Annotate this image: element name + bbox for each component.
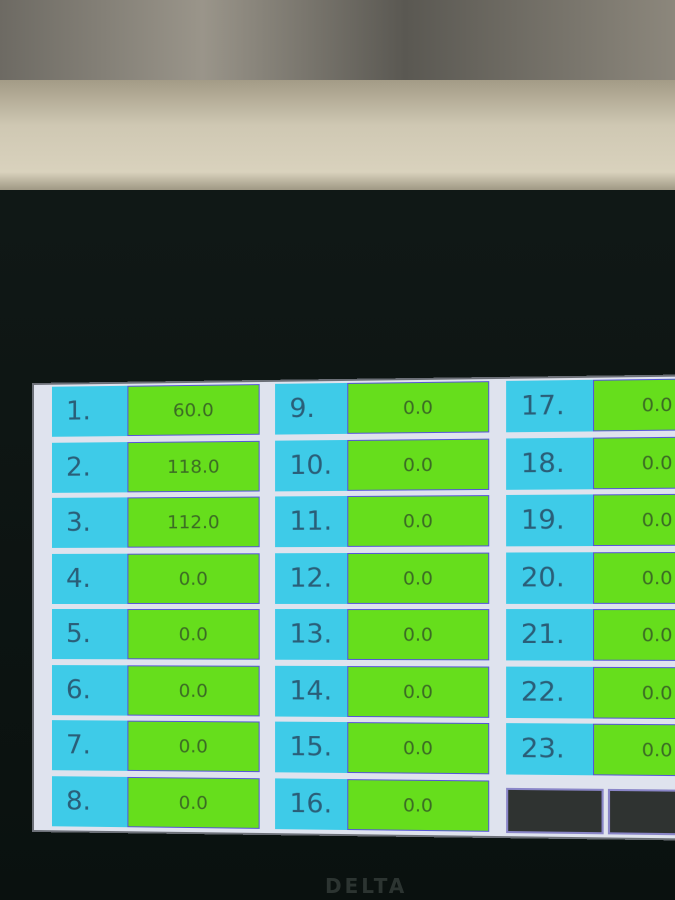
channel-label: 4. [51, 553, 128, 604]
channel-value[interactable]: 0.0 [347, 665, 490, 718]
channel-value[interactable]: 0.0 [593, 723, 675, 777]
channel-label: 17. [506, 379, 594, 433]
channel-label: 16. [275, 777, 348, 830]
channel-value[interactable]: 0.0 [127, 776, 260, 829]
channel-value[interactable]: 0.0 [593, 378, 675, 432]
channel-label: 11. [275, 495, 348, 548]
channel-value[interactable]: 0.0 [127, 720, 260, 773]
channel-value[interactable]: 0.0 [127, 552, 260, 604]
channel-value[interactable]: 112.0 [127, 496, 260, 548]
channel-label: 13. [275, 609, 348, 660]
channel-value[interactable]: 0.0 [593, 493, 675, 547]
channel-value[interactable]: 0.0 [347, 381, 490, 434]
channel-value[interactable]: 0.0 [593, 435, 675, 489]
channel-label: 20. [506, 551, 594, 604]
hmi-screen: 1. 60.0 2. 118.0 3. 112.0 4. 0.0 5. 0.0 6. 0.0 7. 0.0… [32, 373, 675, 842]
channel-value[interactable]: 60.0 [127, 384, 260, 437]
channel-value[interactable]: 0.0 [347, 722, 490, 775]
channel-label: 6. [51, 664, 128, 716]
channel-value[interactable]: 0.0 [127, 664, 260, 716]
channel-label: 22. [506, 666, 594, 718]
channel-label: 18. [506, 437, 594, 490]
channel-label: 12. [275, 552, 348, 604]
channel-value[interactable]: 0.0 [593, 551, 675, 604]
channel-label: 19. [506, 494, 594, 547]
channel-label: 7. [51, 720, 128, 771]
channel-label: 3. [51, 497, 128, 548]
channel-value[interactable]: 0.0 [347, 495, 490, 547]
channel-label: 1. [51, 385, 128, 437]
channel-value[interactable]: 0.0 [347, 552, 490, 604]
channel-value[interactable]: 0.0 [347, 438, 490, 491]
channel-label: 21. [506, 609, 594, 661]
channel-value[interactable]: 0.0 [593, 609, 675, 662]
channel-label: 9. [275, 382, 348, 435]
blank-button[interactable] [506, 787, 604, 835]
channel-value[interactable]: 0.0 [593, 666, 675, 719]
blank-button[interactable] [607, 788, 675, 836]
channel-label: 23. [506, 723, 594, 776]
channel-label: 10. [275, 439, 348, 491]
channel-value[interactable]: 118.0 [127, 440, 260, 492]
channel-label: 5. [51, 609, 128, 660]
channel-label: 14. [275, 665, 348, 717]
brand-logo: DELTA [325, 874, 408, 898]
channel-value[interactable]: 0.0 [127, 609, 260, 660]
channel-label: 8. [51, 775, 128, 827]
channel-value[interactable]: 0.0 [347, 609, 490, 661]
channel-label: 2. [51, 441, 128, 493]
channel-value[interactable]: 0.0 [347, 778, 490, 832]
channel-label: 15. [275, 721, 348, 773]
cabinet-ledge [0, 80, 675, 195]
